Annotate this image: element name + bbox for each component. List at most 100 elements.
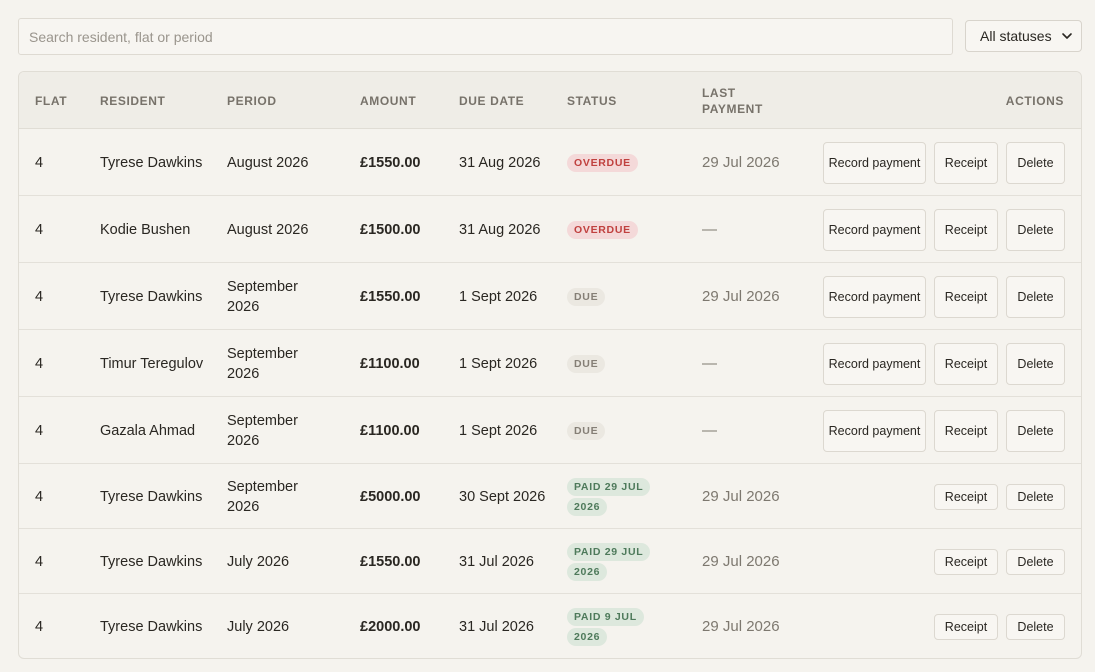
receipt-button[interactable]: Receipt [934,549,998,575]
table-row: 4 Tyrese Dawkins September 2026 £1550.00 1 S… [19,263,1081,330]
amount-cell: £1550.00 [360,288,421,305]
record-payment-button[interactable]: Record payment [823,276,926,318]
payments-table: Flat Resident Period Amount Due date Sta… [18,71,1082,659]
receipt-button[interactable]: Receipt [934,209,998,251]
table-row: 4 Tyrese Dawkins July 2026 £2000.00 31 Jul 2… [19,594,1081,658]
last-payment-cell: 29 Jul 2026 [702,287,780,305]
status-badge: Overdue [567,220,638,239]
status-badge-label: Paid 9 Jul 2026 [567,607,644,646]
period-cell: July 2026 [227,618,290,635]
due-date-cell: 31 Jul 2026 [459,618,534,635]
column-header-last-payment: Last payment [702,86,763,116]
status-badge: Due [567,287,606,306]
table-row: 4 Gazala Ahmad September 2026 £1100.00 1 Sep… [19,397,1081,464]
delete-button[interactable]: Delete [1006,343,1065,385]
period-cell: September 2026 [227,278,298,315]
record-payment-button[interactable]: Record payment [823,410,926,452]
flat-cell: 4 [35,355,44,372]
column-header-flat: Flat [35,94,68,108]
status-badge-label: Paid 29 Jul 2026 [567,542,651,581]
record-payment-button[interactable]: Record payment [823,209,926,251]
table-row: 4 Tyrese Dawkins September 2026 £5000.00 30 … [19,464,1081,529]
due-date-cell: 30 Sept 2026 [459,488,546,505]
receipt-button[interactable]: Receipt [934,484,998,510]
status-badge: Overdue [567,153,638,172]
status-badge: Paid 9 Jul 2026 [567,607,647,647]
status-filter-select[interactable]: All statuses [965,20,1082,52]
flat-cell: 4 [35,488,44,505]
due-date-cell: 31 Jul 2026 [459,553,534,570]
table-row: 4 Tyrese Dawkins August 2026 £1550.00 31 Aug… [19,129,1081,196]
amount-cell: £1500.00 [360,221,421,238]
chevron-down-icon [1062,33,1072,39]
delete-button[interactable]: Delete [1006,209,1065,251]
period-cell: September 2026 [227,412,298,449]
due-date-cell: 1 Sept 2026 [459,288,538,305]
column-header-amount: Amount [360,94,417,108]
status-badge: Due [567,421,606,440]
column-header-actions: Actions [1005,94,1064,108]
last-payment-cell: — [702,421,717,439]
delete-button[interactable]: Delete [1006,549,1065,575]
flat-cell: 4 [35,618,44,635]
flat-cell: 4 [35,288,44,305]
amount-cell: £5000.00 [360,488,421,505]
receipt-button[interactable]: Receipt [934,343,998,385]
due-date-cell: 1 Sept 2026 [459,355,538,372]
delete-button[interactable]: Delete [1006,484,1065,510]
period-cell: July 2026 [227,553,290,570]
receipt-button[interactable]: Receipt [934,410,998,452]
flat-cell: 4 [35,553,44,570]
last-payment-cell: 29 Jul 2026 [702,487,780,505]
receipt-button[interactable]: Receipt [934,614,998,640]
delete-button[interactable]: Delete [1006,410,1065,452]
due-date-cell: 31 Aug 2026 [459,154,541,171]
resident-cell: Tyrese Dawkins [100,288,203,305]
last-payment-cell: — [702,354,717,372]
resident-cell: Timur Teregulov [100,355,204,372]
resident-cell: Tyrese Dawkins [100,154,203,171]
column-header-due-date: Due date [459,94,525,108]
resident-cell: Gazala Ahmad [100,422,196,439]
last-payment-cell: — [702,220,717,238]
resident-cell: Tyrese Dawkins [100,618,203,635]
record-payment-button[interactable]: Record payment [823,343,926,385]
amount-cell: £1100.00 [360,355,420,372]
status-badge-label: Paid 29 Jul 2026 [567,477,651,516]
period-cell: August 2026 [227,221,309,238]
amount-cell: £1550.00 [360,553,421,570]
record-payment-button[interactable]: Record payment [823,142,926,184]
flat-cell: 4 [35,422,44,439]
receipt-button[interactable]: Receipt [934,276,998,318]
resident-cell: Tyrese Dawkins [100,488,203,505]
delete-button[interactable]: Delete [1006,142,1065,184]
toolbar: All statuses [18,18,1082,55]
receipt-button[interactable]: Receipt [934,142,998,184]
search-input[interactable] [18,18,953,55]
status-filter-value: All statuses [980,28,1052,44]
amount-cell: £1100.00 [360,422,420,439]
amount-cell: £2000.00 [360,618,421,635]
table-row: 4 Tyrese Dawkins July 2026 £1550.00 31 Jul 2… [19,529,1081,594]
amount-cell: £1550.00 [360,154,421,171]
resident-cell: Kodie Bushen [100,221,191,238]
delete-button[interactable]: Delete [1006,614,1065,640]
last-payment-cell: 29 Jul 2026 [702,617,780,635]
last-payment-cell: 29 Jul 2026 [702,552,780,570]
last-payment-cell: 29 Jul 2026 [702,153,780,171]
table-row: 4 Kodie Bushen August 2026 £1500.00 31 Aug 2… [19,196,1081,263]
period-cell: August 2026 [227,154,309,171]
status-badge: Paid 29 Jul 2026 [567,477,651,517]
delete-button[interactable]: Delete [1006,276,1065,318]
flat-cell: 4 [35,221,44,238]
table-header: Flat Resident Period Amount Due date Sta… [19,72,1081,129]
period-cell: September 2026 [227,478,298,515]
due-date-cell: 31 Aug 2026 [459,221,541,238]
resident-cell: Tyrese Dawkins [100,553,203,570]
column-header-period: Period [227,94,277,108]
period-cell: September 2026 [227,345,298,382]
due-date-cell: 1 Sept 2026 [459,422,538,439]
status-badge: Due [567,354,606,373]
column-header-resident: Resident [100,94,166,108]
flat-cell: 4 [35,154,44,171]
